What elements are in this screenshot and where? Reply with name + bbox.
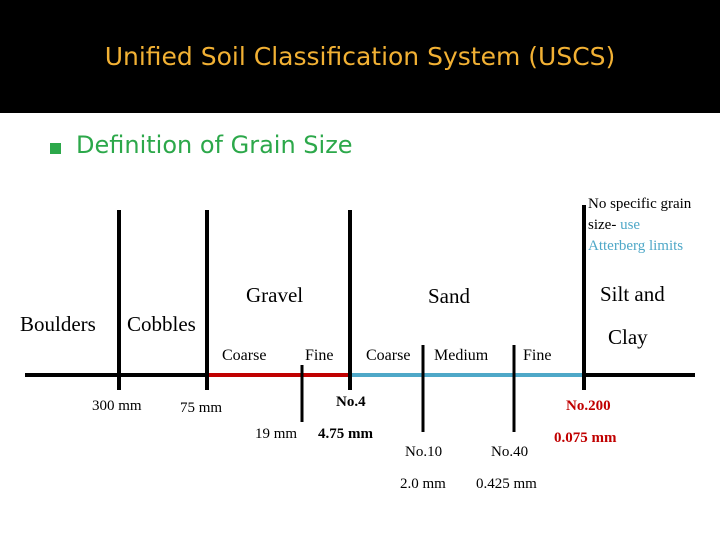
- size-0-075mm: 0.075 mm: [554, 430, 617, 446]
- label-boulders: Boulders: [20, 312, 96, 336]
- size-19mm: 19 mm: [255, 426, 298, 442]
- bullet-square-icon: [50, 143, 61, 154]
- title-bar: Unified Soil Classification System (USCS…: [0, 0, 720, 113]
- label-sand: Sand: [428, 284, 470, 308]
- size-75mm: 75 mm: [180, 400, 223, 416]
- page-title: Unified Soil Classification System (USCS…: [104, 42, 616, 71]
- bullet-text: Definition of Grain Size: [76, 131, 353, 159]
- sieve-no10: No.10: [405, 444, 443, 460]
- atterberg-note: No specific grain size- use Atterberg li…: [588, 194, 691, 257]
- label-clay: Clay: [608, 325, 648, 349]
- note-line-2: size- use: [588, 215, 691, 236]
- sieve-no40: No.40: [491, 444, 529, 460]
- size-300mm: 300 mm: [92, 398, 142, 414]
- note-line-1: No specific grain: [588, 196, 692, 212]
- label-gravel-coarse: Coarse: [222, 347, 267, 364]
- note-line-2-prefix: size-: [588, 217, 621, 233]
- size-0-425mm: 0.425 mm: [476, 476, 537, 492]
- label-cobbles: Cobbles: [127, 312, 196, 336]
- label-sand-medium: Medium: [434, 347, 489, 364]
- size-4-75mm: 4.75 mm: [318, 426, 373, 442]
- label-sand-fine: Fine: [523, 347, 552, 364]
- label-gravel: Gravel: [246, 283, 304, 307]
- note-line-3: Atterberg limits: [588, 238, 684, 254]
- size-2-0mm: 2.0 mm: [400, 476, 446, 492]
- sieve-no4: No.4: [336, 394, 366, 410]
- note-use-link: use: [620, 217, 641, 233]
- label-sand-coarse: Coarse: [366, 347, 411, 364]
- label-silt-and: Silt and: [600, 282, 665, 306]
- sieve-no200: No.200: [566, 398, 611, 414]
- label-gravel-fine: Fine: [305, 347, 334, 364]
